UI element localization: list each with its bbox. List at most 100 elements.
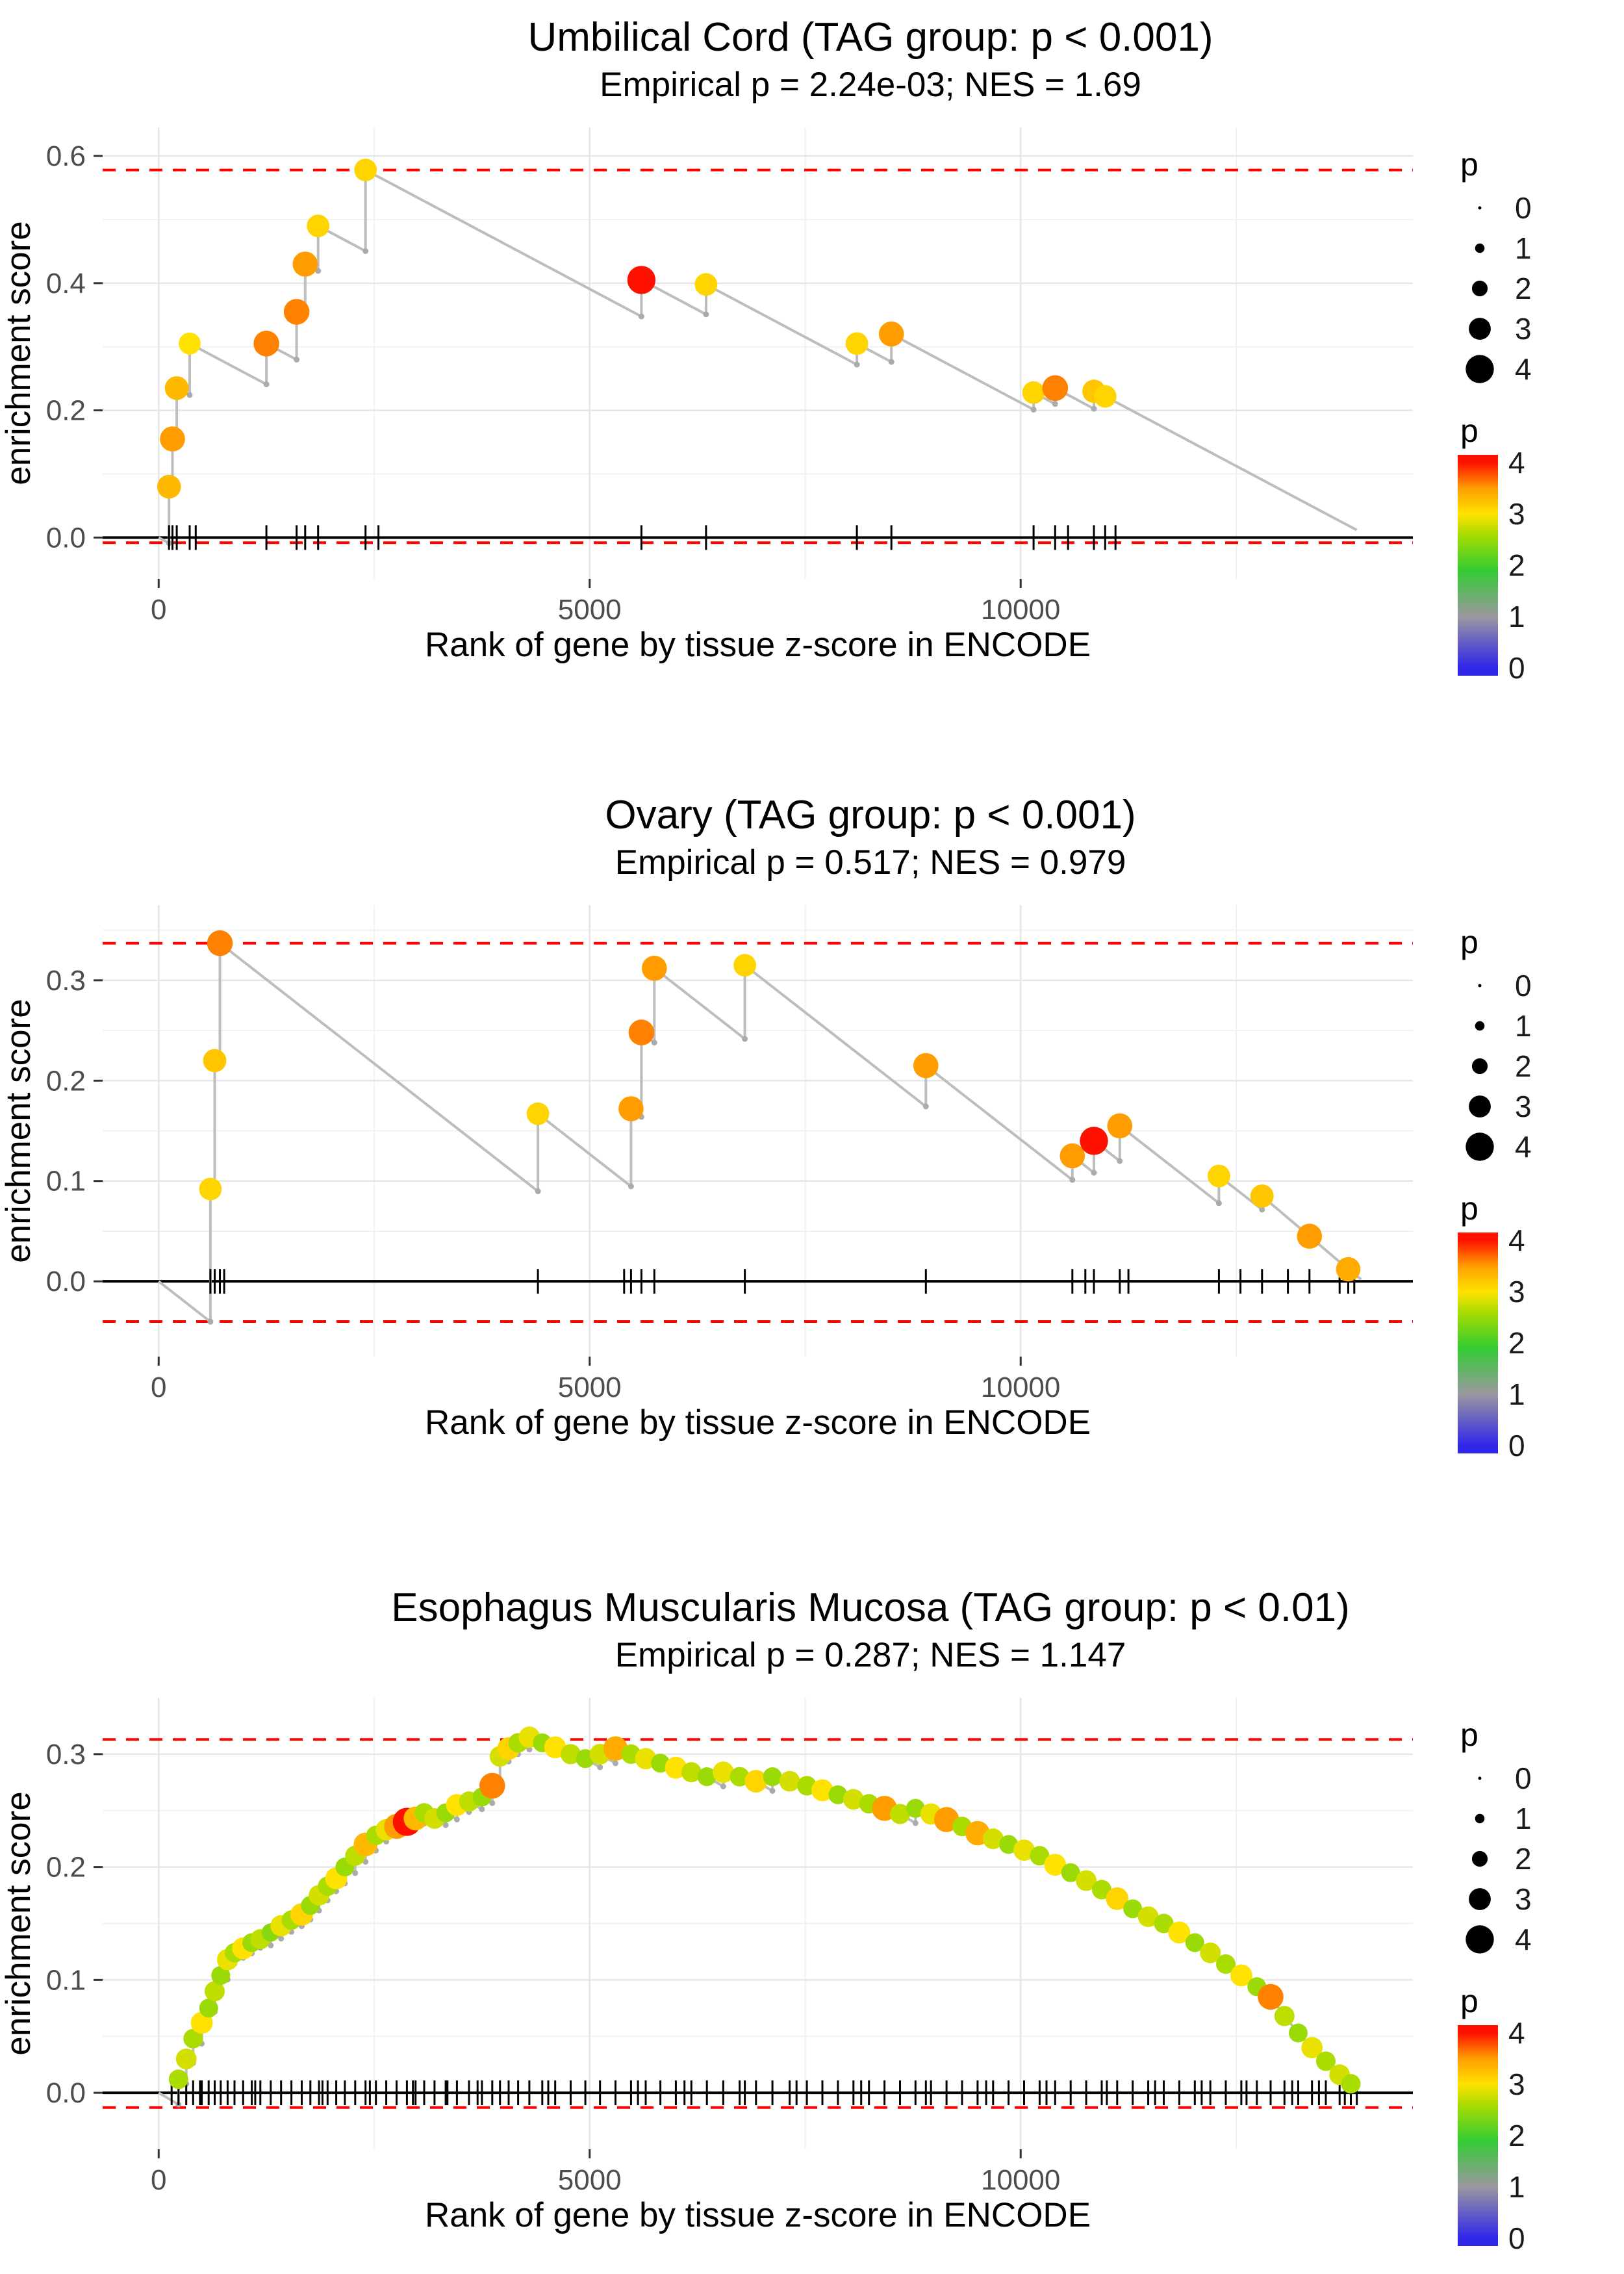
grid-minor [103,905,1413,1357]
gene-point [906,1798,925,1818]
running-enrichment-line [158,168,1358,544]
gene-point [157,474,181,499]
size-legend-dot [1475,1021,1485,1031]
size-legend-dots: 0 1 2 3 4 [1465,969,1532,1164]
gene-point [1230,1964,1252,1987]
gene-point [199,1999,218,2018]
running-enrichment-line [158,941,1362,1323]
gene-points [168,1726,1361,2094]
color-legend-title: p [1460,413,1478,449]
size-legend-label: 3 [1515,1882,1532,1916]
colorbar-gradient [1458,2025,1498,2246]
size-legend-title: p [1460,146,1478,183]
size-legend-dots: 0 1 2 3 4 [1465,1761,1532,1956]
colorbar-tick-label: 4 [1508,446,1525,479]
gene-point [1076,1870,1097,1891]
svg-text:0: 0 [151,2164,166,2196]
svg-text:0.1: 0.1 [46,1166,86,1197]
size-legend-label: 0 [1515,1761,1532,1795]
point-size-legend: p 0 1 2 3 4 [1451,146,1624,392]
plot-subtitle: Empirical p = 0.287; NES = 1.147 [615,1636,1126,1674]
y-axis-title: enrichment score [0,1791,38,2056]
size-legend-dot [1469,1095,1491,1118]
colorbar-gradient [1458,455,1498,676]
gene-point [890,1804,910,1824]
size-legend-label: 2 [1515,1842,1532,1876]
axis-tick-marks [94,979,1022,1366]
svg-text:5000: 5000 [558,2164,622,2196]
plot-subtitle: Empirical p = 2.24e-03; NES = 1.69 [600,66,1141,104]
color-legend-title: p [1460,1190,1478,1227]
gene-point [828,1785,848,1804]
size-legend-label: 3 [1515,312,1532,346]
gene-rug-ticks [168,525,1117,550]
legend-column: p 0 1 2 3 4 p 4 3 2 1 0 [1442,886,1624,1463]
plot-subtitle: Empirical p = 0.517; NES = 0.979 [615,843,1126,882]
size-legend-label: 3 [1515,1090,1532,1123]
gene-point [1250,1184,1274,1208]
size-legend-dot [1465,355,1494,383]
size-legend-label: 0 [1515,191,1532,225]
plot-title: Ovary (TAG group: p < 0.001) [605,793,1136,837]
gene-point [744,1770,768,1793]
colorbar-gradient [1458,1233,1498,1453]
gene-point [763,1767,782,1787]
size-legend-title: p [1460,1717,1478,1753]
gene-point [999,1835,1019,1854]
color-legend-title: p [1460,1983,1478,2019]
colorbar-tick-label: 1 [1508,2170,1525,2204]
svg-text:5000: 5000 [558,1372,622,1403]
gene-point [1061,1863,1080,1882]
gene-point [1185,1933,1204,1952]
gene-point [168,2069,188,2089]
gene-point [1208,1164,1230,1188]
gene-point [811,1779,833,1802]
gene-point [1013,1839,1035,1861]
gene-point [1301,2037,1323,2058]
plot-section-esophagus-muscularis-mucosa: Esophagus Muscularis Mucosa (TAG group: … [0,1473,1624,2274]
gene-point [681,1762,702,1783]
gene-point [203,1049,227,1073]
gene-point [843,1789,864,1810]
gene-point [179,332,201,355]
plot-title: Esophagus Muscularis Mucosa (TAG group: … [391,1585,1350,1630]
gene-point [199,1177,222,1201]
gene-point [1080,1127,1108,1155]
gene-point [1030,1846,1050,1866]
svg-text:0.3: 0.3 [46,965,86,997]
size-legend-label: 1 [1515,231,1532,265]
color-scale-legend: p 4 3 2 1 0 [1451,1982,1624,2255]
gene-point [479,1772,505,1799]
x-axis-title: Rank of gene by tissue z-score in ENCODE [425,1403,1091,1442]
gene-point [1137,1906,1159,1927]
axis-tick-marks [94,155,1022,588]
gene-point [1059,1143,1085,1169]
colorbar-tick-label: 3 [1508,1275,1525,1309]
gene-point [1341,2074,1361,2094]
y-axis-title: enrichment score [0,221,38,485]
gene-point [1107,1113,1133,1139]
legend-column: p 0 1 2 3 4 p 4 3 2 1 0 [1442,1678,1624,2255]
grid-major [103,127,1413,579]
x-tick-labels: 0 5000 10000 [151,2164,1060,2196]
colorbar-tick-label: 0 [1508,1429,1525,1463]
svg-text:0: 0 [151,1372,166,1403]
gene-point [1336,1257,1361,1282]
gene-point [175,2049,197,2069]
gene-point [292,251,318,277]
y-tick-labels: 0.0 0.1 0.2 0.3 [46,1739,86,2109]
size-legend-dot [1478,206,1482,210]
colorbar-tick-label: 2 [1508,548,1525,582]
gene-point [713,1761,734,1783]
gene-point [627,266,656,294]
colorbar-tick-label: 2 [1508,1326,1525,1360]
x-axis-title: Rank of gene by tissue z-score in ENCODE [425,2196,1091,2234]
colorbar-tick-label: 1 [1508,600,1525,633]
grid-minor [103,127,1413,579]
gene-point [211,1965,231,1985]
x-axis-title: Rank of gene by tissue z-score in ENCODE [425,626,1091,664]
colorbar-tick-label: 0 [1508,651,1525,685]
colorbar-tick-label: 3 [1508,497,1525,531]
svg-text:0.0: 0.0 [46,2077,86,2109]
svg-text:0.2: 0.2 [46,395,86,427]
